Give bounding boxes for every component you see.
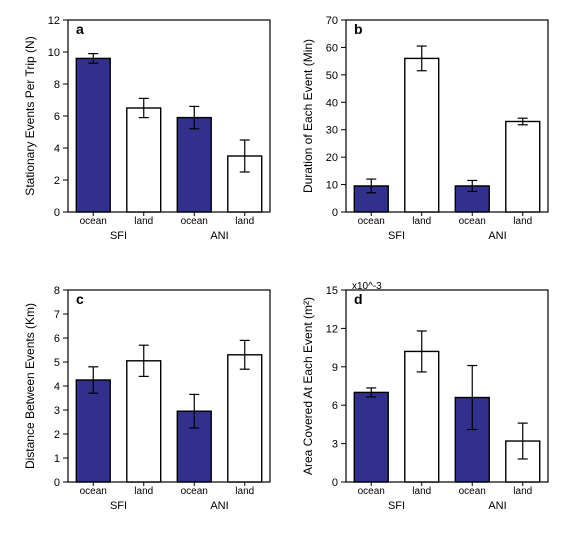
chart-b: 0 10 20 30 40 50 60 70 Duration of Each Event (M… [298,8,554,256]
x-group-label: ANI [210,500,228,512]
bar-b-1 [405,58,439,212]
panel-c: 0 1 2 3 4 5 6 7 8 Distance Between Events (Km) oce… [20,278,276,526]
chart-d: 03691215x10^-3Area Covered At Each Event… [298,278,554,526]
panel-b: 0 10 20 30 40 50 60 70 Duration of Each Event (M… [298,8,554,256]
y-tick-label: 12 [48,15,60,27]
y-tick-label: 4 [54,381,60,393]
y-tick-label: 70 [326,15,338,27]
x-tick-label: ocean [358,486,385,497]
panel-letter: c [76,291,84,307]
y-tick-label: 40 [326,97,338,109]
bar-d-0 [354,392,388,482]
y-tick-label: 1 [54,453,60,465]
y-axis-label: Stationary Events Per Trip (N) [23,36,37,195]
y-tick-label: 3 [54,405,60,417]
y-tick-label: 7 [54,309,60,321]
y-tick-label: 6 [54,333,60,345]
x-group-label: SFI [110,500,127,512]
y-tick-label: 0 [54,207,60,219]
x-tick-label: land [134,486,153,497]
x-group-label: ANI [488,500,506,512]
panel-letter: b [354,21,363,37]
y-tick-label: 15 [326,285,338,297]
y-tick-label: 4 [54,143,60,155]
y-tick-label: 0 [54,477,60,489]
y-tick-label: 10 [48,47,60,59]
x-tick-label: ocean [181,486,208,497]
y-tick-label: 0 [332,477,338,489]
x-group-label: ANI [210,230,228,242]
bar-a-1 [127,108,161,212]
x-tick-label: land [134,216,153,227]
y-tick-label: 10 [326,180,338,192]
x-group-label: SFI [388,500,405,512]
y-axis-label: Duration of Each Event (Min) [301,39,315,193]
x-tick-label: ocean [181,216,208,227]
x-group-label: SFI [110,230,127,242]
y-tick-label: 0 [332,207,338,219]
y-tick-label: 30 [326,125,338,137]
x-tick-label: land [235,486,254,497]
x-tick-label: land [412,216,431,227]
bar-a-2 [177,118,211,212]
y-tick-label: 8 [54,79,60,91]
x-tick-label: ocean [80,216,107,227]
x-tick-label: ocean [459,216,486,227]
panel-d: 03691215x10^-3Area Covered At Each Event… [298,278,554,526]
x-tick-label: ocean [459,486,486,497]
panel-a: 0 2 4 6 8 10 12 Stationary Events Per Trip (N) o… [20,8,276,256]
x-tick-label: land [513,486,532,497]
y-tick-label: 5 [54,357,60,369]
panel-letter: d [354,291,363,307]
x-tick-label: ocean [358,216,385,227]
y-tick-label: 6 [332,400,338,412]
y-tick-label: 12 [326,323,338,335]
x-tick-label: land [513,216,532,227]
y-tick-label: 20 [326,152,338,164]
figure-container: 024681012Stationary Events Per Trip (N)o… [0,0,567,536]
y-tick-label: 6 [54,111,60,123]
y-tick-label: 50 [326,70,338,82]
bar-c-3 [228,355,262,482]
chart-a: 0 2 4 6 8 10 12 Stationary Events Per Trip (N) o… [20,8,276,256]
y-axis-label: Distance Between Events (Km) [23,303,37,469]
bar-b-3 [506,121,540,212]
bar-c-1 [127,361,161,482]
bar-a-0 [76,58,110,212]
x-group-label: ANI [488,230,506,242]
y-tick-label: 8 [54,285,60,297]
bar-c-0 [76,380,110,482]
chart-c: 0 1 2 3 4 5 6 7 8 Distance Between Events (Km) oce… [20,278,276,526]
panel-letter: a [76,21,84,37]
y-tick-label: 2 [54,175,60,187]
y-axis-label: Area Covered At Each Event (m²) [301,297,315,475]
x-group-label: SFI [388,230,405,242]
y-tick-label: 60 [326,42,338,54]
x-tick-label: land [412,486,431,497]
y-tick-label: 3 [332,439,338,451]
y-tick-label: 9 [332,362,338,374]
x-tick-label: land [235,216,254,227]
y-tick-label: 2 [54,429,60,441]
x-tick-label: ocean [80,486,107,497]
